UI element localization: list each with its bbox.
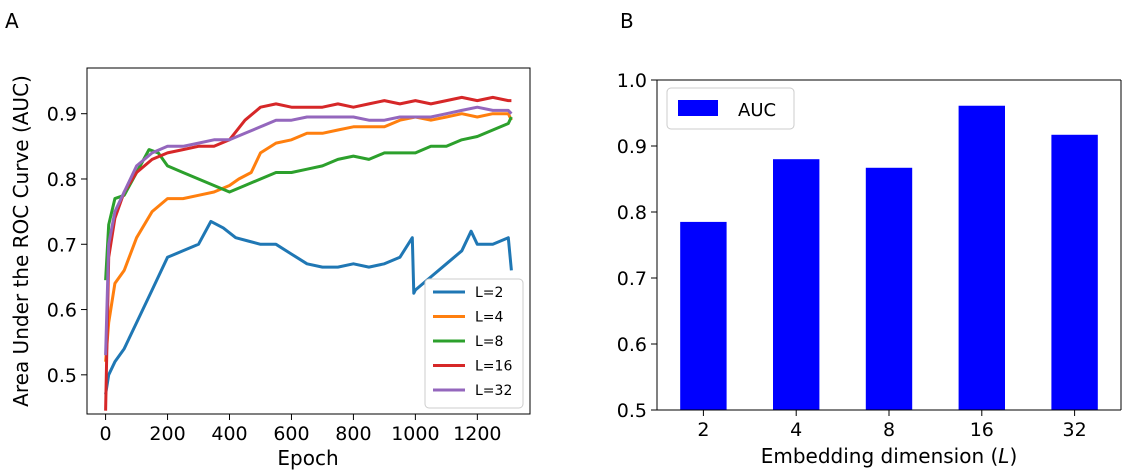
x-tick-label: 16 [970, 419, 994, 441]
x-tick-label: 1000 [391, 423, 439, 445]
x-tick-label: 4 [790, 419, 802, 441]
x-tick-label: 800 [335, 423, 371, 445]
x-axis-label-a: Epoch [277, 446, 338, 470]
legend-b: AUC [666, 87, 795, 130]
y-tick-label: 1.0 [617, 70, 647, 92]
legend-label-l-8: L=8 [475, 334, 503, 350]
panel-b-label: B [620, 9, 634, 33]
series-line-l-8 [104, 116, 513, 281]
bar-16 [958, 105, 1005, 411]
y-axis-ticks-a: 0.5 0.6 0.7 0.8 0.9 [47, 104, 87, 387]
line-series-group [104, 95, 513, 411]
y-tick-label: 0.9 [617, 136, 647, 158]
x-tick-label: 32 [1063, 419, 1087, 441]
legend-label-l-16: L=16 [475, 359, 512, 375]
y-tick-label: 0.8 [617, 202, 647, 224]
x-axis-ticks-a: 0 200 400 600 800 1000 1200 [100, 414, 502, 445]
y-tick-label: 0.7 [47, 234, 77, 256]
x-tick-label: 200 [149, 423, 185, 445]
series-line-l-16 [104, 95, 512, 411]
y-axis-ticks-b: 0.5 0.6 0.7 0.8 0.9 1.0 [617, 70, 657, 422]
y-tick-label: 0.8 [47, 169, 77, 191]
y-tick-label: 0.5 [617, 400, 647, 422]
x-tick-label: 1200 [453, 423, 501, 445]
bar-group [680, 105, 1098, 411]
y-tick-label: 0.6 [617, 334, 647, 356]
x-tick-label: 400 [211, 423, 247, 445]
plot-frame-a [86, 67, 531, 415]
legend-a: L=2 L=4 L=8 L=16 L=32 [424, 278, 524, 409]
y-tick-label: 0.9 [47, 104, 77, 126]
legend-label-auc: AUC [738, 100, 776, 121]
legend-label-l-4: L=4 [475, 310, 504, 326]
line-chart-panel-a: 0 200 400 600 800 1000 1200 0.5 0.6 0.7 0.8 0.9 Ep… [9, 67, 531, 470]
y-tick-label: 0.7 [617, 268, 647, 290]
x-tick-label: 600 [273, 423, 309, 445]
series-line-l-4 [104, 112, 513, 362]
series-line-l-32 [104, 105, 513, 356]
legend-frame-a [424, 278, 524, 409]
legend-label-l-32: L=32 [475, 383, 512, 399]
series-line-l-2 [104, 219, 513, 395]
x-axis-ticks-b: 2 4 8 16 32 [697, 410, 1087, 441]
y-tick-label: 0.5 [47, 365, 77, 387]
legend-swatch-auc [678, 100, 718, 116]
bar-32 [1051, 134, 1098, 410]
bar-chart-panel-b: 2 4 8 16 32 0.5 0.6 0.7 0.8 0.9 1.0 Embedding dim… [617, 70, 1122, 468]
y-tick-label: 0.6 [47, 300, 77, 322]
legend-frame-b [666, 87, 795, 130]
bar-2 [680, 221, 727, 410]
x-tick-label: 2 [697, 419, 709, 441]
legend-items-a: L=2 L=4 L=8 L=16 L=32 [433, 285, 512, 399]
panel-a-label: A [5, 9, 19, 33]
bar-8 [865, 167, 913, 410]
legend-label-l-2: L=2 [475, 285, 503, 301]
x-tick-label: 8 [883, 419, 895, 441]
bar-4 [773, 159, 820, 410]
x-tick-label: 0 [100, 423, 112, 445]
y-axis-label-a: Area Under the ROC Curve (AUC) [9, 75, 33, 407]
x-axis-label-b: Embedding dimension (L) [761, 444, 1018, 468]
